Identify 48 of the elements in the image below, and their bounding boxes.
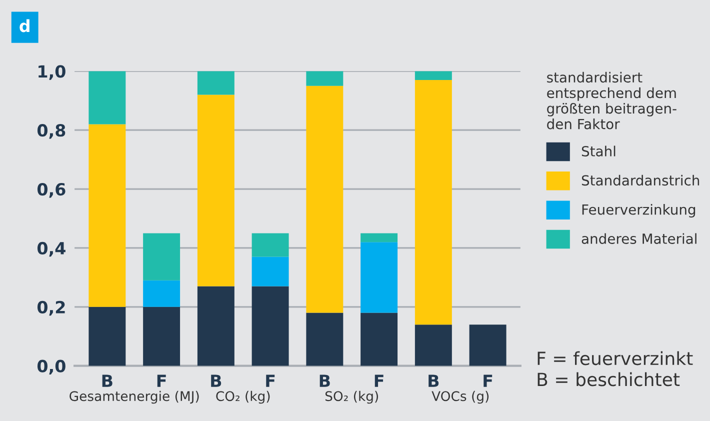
bar xyxy=(306,71,344,86)
x-tick-label: B xyxy=(211,374,222,387)
bar xyxy=(197,286,234,366)
bar xyxy=(88,124,126,307)
x-tick-label: F xyxy=(484,374,492,387)
bar xyxy=(252,233,289,257)
bar xyxy=(414,71,452,80)
text: B = beschichtet xyxy=(538,372,680,386)
y-tick-label: 1,0 xyxy=(38,65,66,80)
legend-label: anderes Material xyxy=(582,233,696,244)
bar xyxy=(414,324,452,366)
bar xyxy=(143,306,180,366)
x-tick-label: F xyxy=(374,374,384,387)
bar xyxy=(306,86,344,313)
bar xyxy=(414,80,452,325)
y-tick-label: 0,0 xyxy=(37,360,66,375)
bar xyxy=(252,286,289,366)
x-tick-label: B xyxy=(428,374,439,387)
bar xyxy=(88,71,126,124)
bar xyxy=(360,233,398,242)
x-tick-label: B xyxy=(102,374,112,387)
text: Gesamtenergie (MJ) xyxy=(70,390,199,404)
y-tick-label: 0,2 xyxy=(37,300,65,316)
chart-title: d xyxy=(20,19,30,32)
x-tick-label: F xyxy=(157,374,166,387)
y-tick-label: 0,8 xyxy=(37,124,66,139)
legend-label: Stahl xyxy=(582,146,616,156)
x-tick-label: B xyxy=(320,374,330,387)
bar xyxy=(360,312,398,366)
y-tick-label: 0,4 xyxy=(37,242,66,257)
text: VOCs (g) xyxy=(432,390,489,404)
x-tick-label: F xyxy=(266,374,275,387)
bar xyxy=(88,306,126,366)
bar xyxy=(306,312,344,366)
y-tick-label: 0,6 xyxy=(37,182,66,198)
legend-label: Standardanstrich xyxy=(582,174,700,186)
text: F = feuerverzinkt xyxy=(538,351,693,366)
bar xyxy=(143,233,180,280)
legend-label: Feuerverzinkung xyxy=(582,204,696,218)
legend-title: standardisiert entsprechend dem größten beitragen- den Faktor xyxy=(547,72,676,130)
text: CO₂ (kg) xyxy=(216,390,270,404)
bar xyxy=(197,94,234,286)
bar xyxy=(252,256,289,286)
bar xyxy=(469,324,506,366)
text: SO₂ (kg) xyxy=(325,390,378,404)
bar xyxy=(143,280,180,307)
bar xyxy=(197,71,234,95)
bar xyxy=(360,242,398,313)
